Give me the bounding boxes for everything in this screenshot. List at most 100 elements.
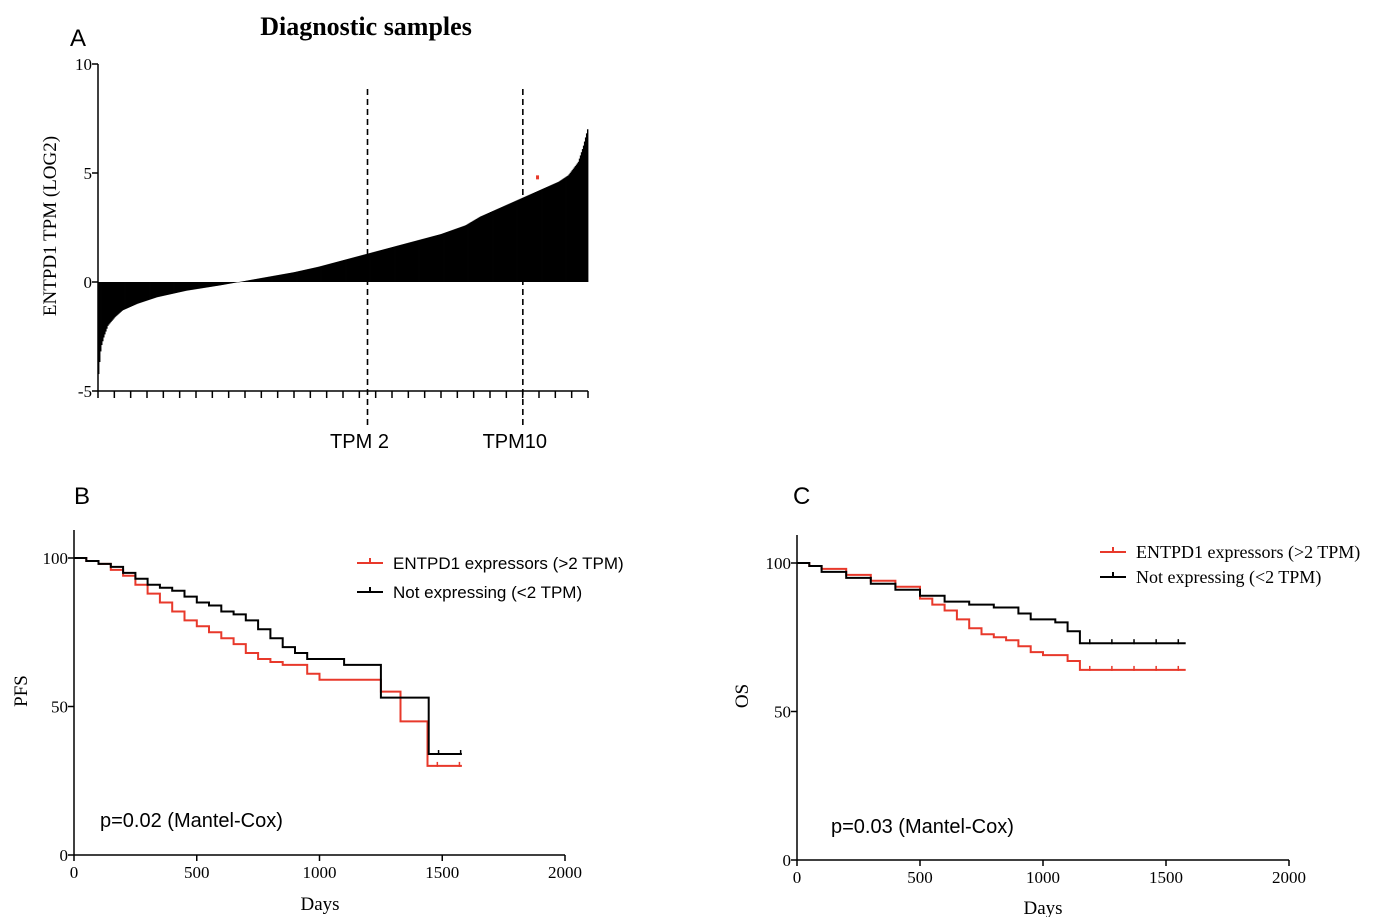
- bar: [132, 282, 135, 306]
- bar: [371, 252, 373, 282]
- bar: [183, 282, 186, 292]
- bar: [328, 263, 331, 282]
- bar: [398, 245, 400, 282]
- panel-label-b: B: [74, 483, 90, 510]
- bar: [395, 246, 397, 282]
- legend-label: ENTPD1 expressors (>2 TPM): [393, 554, 624, 573]
- bar: [478, 217, 481, 282]
- bar: [219, 282, 221, 286]
- bar: [110, 282, 112, 323]
- bar: [437, 234, 440, 282]
- bar: [159, 282, 161, 297]
- bar: [498, 208, 500, 282]
- bar: [166, 282, 168, 296]
- bar: [274, 275, 277, 282]
- bar: [501, 207, 503, 282]
- bar: [181, 282, 184, 292]
- bar: [210, 282, 212, 287]
- bar: [160, 282, 162, 297]
- bar: [545, 187, 547, 282]
- bar: [360, 255, 362, 282]
- bar: [580, 152, 583, 282]
- bar: [512, 202, 514, 282]
- bar: [222, 282, 224, 285]
- bar: [510, 202, 512, 282]
- bar: [456, 228, 458, 282]
- bar: [519, 198, 522, 282]
- bar: [381, 249, 384, 282]
- bar: [382, 249, 385, 282]
- bar: [224, 282, 226, 285]
- bar: [432, 236, 435, 282]
- bar: [267, 276, 269, 282]
- bar: [369, 252, 371, 282]
- bar: [137, 282, 140, 304]
- bar: [386, 248, 389, 282]
- bar: [581, 149, 584, 282]
- bar: [125, 282, 127, 309]
- bar: [322, 265, 324, 282]
- bar: [531, 193, 534, 282]
- bar: [396, 245, 398, 282]
- bar: [174, 282, 176, 294]
- bar: [305, 269, 307, 282]
- bar: [430, 236, 433, 282]
- bar: [363, 254, 365, 282]
- bar: [491, 211, 493, 282]
- bar: [444, 232, 446, 282]
- bar: [334, 262, 337, 282]
- bar: [288, 273, 291, 282]
- panel-a: A Diagnostic samples ENTPD1 TPM (LOG2) -…: [40, 12, 589, 453]
- bar: [426, 237, 429, 282]
- bar: [559, 180, 561, 282]
- bar: [541, 189, 543, 282]
- y-axis-label: ENTPD1 TPM (LOG2): [40, 136, 61, 316]
- bar: [188, 282, 191, 291]
- bar: [390, 247, 393, 282]
- bar: [567, 175, 569, 282]
- bar: [416, 240, 418, 282]
- bar: [258, 278, 260, 282]
- bar: [153, 282, 155, 299]
- bar: [220, 282, 222, 286]
- bar: [241, 281, 244, 282]
- y-tick-label: 100: [766, 554, 792, 573]
- bar: [487, 212, 490, 282]
- bar: [428, 237, 431, 282]
- bar: [464, 225, 466, 282]
- bar: [108, 282, 110, 325]
- bar: [331, 263, 334, 282]
- bar: [203, 282, 205, 288]
- bar: [421, 239, 424, 282]
- bar: [139, 282, 142, 303]
- bar: [507, 204, 509, 282]
- y-tick-label: 100: [43, 549, 69, 568]
- bar: [280, 274, 283, 282]
- bar: [185, 282, 188, 291]
- bar: [228, 282, 231, 284]
- bar: [564, 177, 566, 282]
- bar: [431, 236, 434, 282]
- bar: [273, 275, 275, 282]
- bar: [247, 280, 249, 282]
- bar: [425, 237, 428, 282]
- bar: [231, 282, 234, 284]
- bar: [303, 270, 305, 282]
- bar: [427, 237, 430, 282]
- bar: [463, 225, 465, 282]
- bar: [209, 282, 211, 287]
- bar: [482, 215, 485, 282]
- x-tick-label: 500: [907, 868, 933, 887]
- bar: [455, 228, 457, 282]
- bar: [148, 282, 150, 301]
- y-tick-label: 0: [84, 273, 93, 292]
- km-curve: [74, 557, 462, 755]
- bar: [311, 268, 313, 282]
- bar: [194, 282, 197, 290]
- bar: [515, 200, 517, 282]
- bar: [366, 253, 368, 282]
- bar: [524, 196, 527, 282]
